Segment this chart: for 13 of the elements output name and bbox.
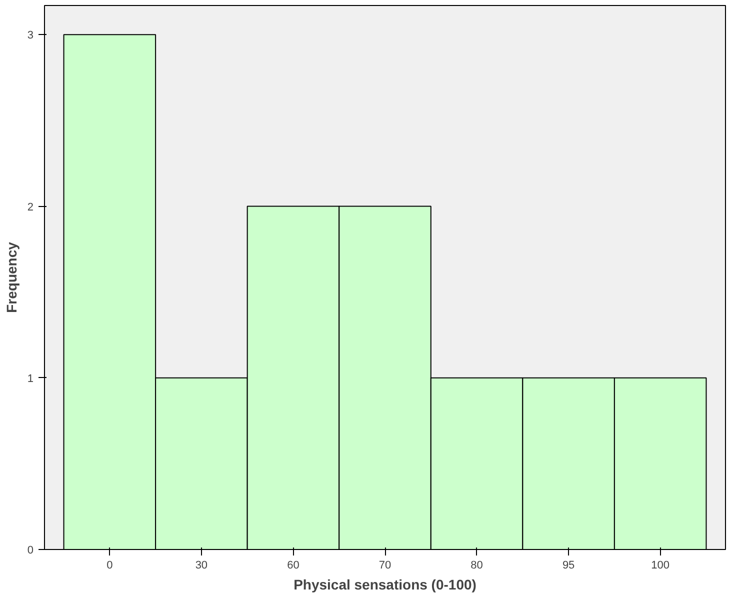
- x-tick-label: 60: [287, 560, 300, 572]
- x-tick-label: 30: [195, 560, 208, 572]
- y-axis-title: Frequency: [3, 242, 20, 313]
- x-tick-label: 80: [470, 560, 483, 572]
- y-tick-label: 1: [27, 372, 34, 385]
- y-tick-label: 3: [27, 30, 34, 42]
- y-tick-label: 0: [27, 544, 34, 556]
- x-tick-label: 95: [562, 560, 575, 572]
- x-axis-title: Physical sensations (0-100): [294, 576, 476, 592]
- x-tick-label: 70: [378, 560, 392, 572]
- x-tick-label: 0: [106, 560, 113, 572]
- x-tick-label: 100: [651, 560, 670, 572]
- y-tick-label: 2: [27, 201, 34, 214]
